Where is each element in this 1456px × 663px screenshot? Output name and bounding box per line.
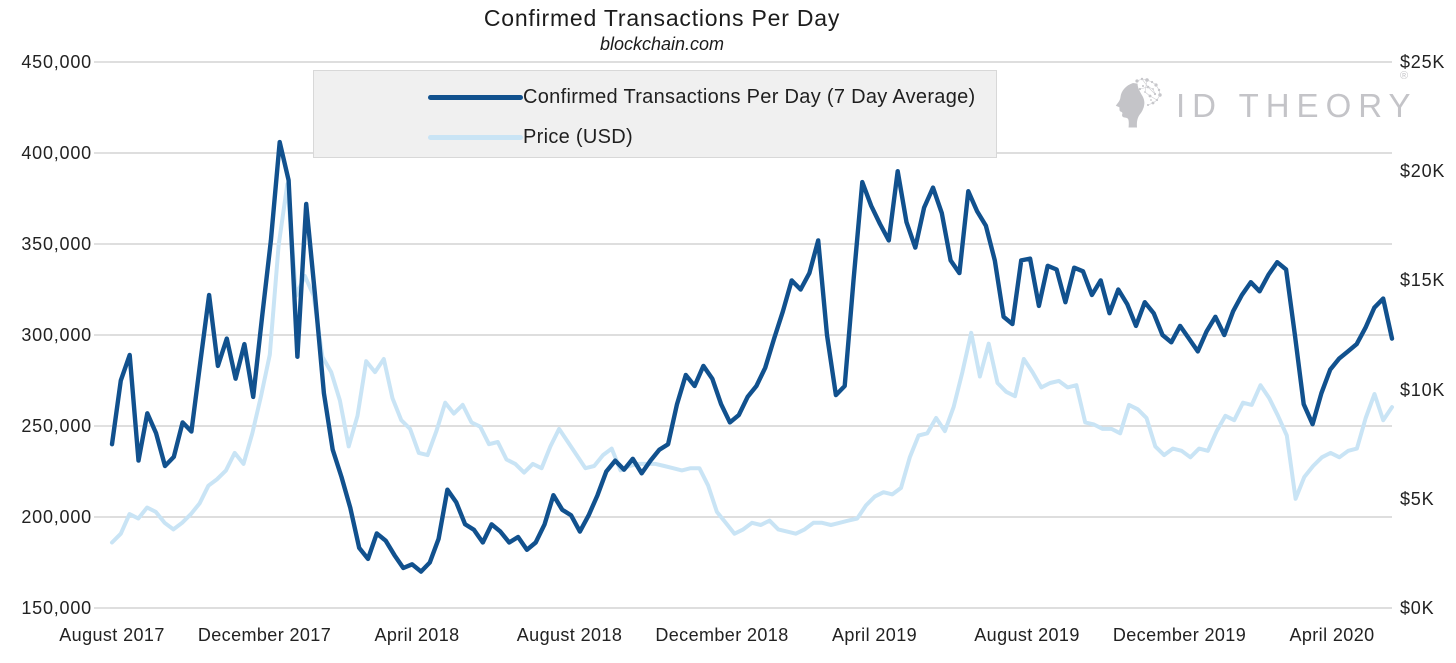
y-axis-right-label: $15K (1400, 270, 1446, 291)
y-axis-left-label: 450,000 (21, 52, 92, 72)
transactions-series-line (109, 139, 1395, 574)
id-theory-logo-icon (1115, 77, 1162, 128)
y-axis-left-label: 350,000 (21, 234, 92, 254)
x-axis-label: August 2019 (974, 625, 1080, 645)
chart-title: Confirmed Transactions Per Day (483, 5, 841, 31)
y-axis-right-label: $10K (1400, 379, 1446, 400)
x-axis-label: December 2018 (655, 625, 789, 645)
y-axis-right-label: $0K (1400, 598, 1435, 618)
legend: Confirmed Transactions Per Day (7 Day Av… (313, 70, 997, 158)
x-axis-label: April 2020 (1289, 625, 1375, 645)
x-axis-label: April 2019 (831, 625, 918, 645)
x-axis-label: August 2017 (59, 625, 165, 645)
chart-subtitle: blockchain.com (599, 34, 725, 54)
legend-row-price: Price (USD) (314, 121, 996, 153)
legend-label-price: Price (USD) (523, 125, 633, 148)
x-axis-label: April 2018 (374, 625, 460, 645)
y-axis-right-label: $20K (1400, 161, 1446, 182)
y-axis-right-label: $25K (1400, 52, 1446, 72)
legend-row-transactions: Confirmed Transactions Per Day (7 Day Av… (314, 81, 996, 113)
legend-swatch-price (428, 134, 523, 140)
y-axis-left-label: 150,000 (21, 598, 92, 618)
id-theory-watermark: ID THEORY (1104, 74, 1418, 138)
y-axis-right-label: $5K (1400, 488, 1435, 509)
y-axis-left-label: 300,000 (21, 325, 92, 345)
y-axis-left-label: 400,000 (21, 143, 92, 163)
x-axis-label: August 2018 (516, 625, 623, 645)
id-theory-logo-text: ID THEORY (1176, 87, 1418, 124)
x-axis-label: December 2017 (197, 625, 332, 645)
x-axis-label: December 2019 (1112, 625, 1247, 645)
registered-trademark-icon: ® (1400, 70, 1409, 82)
y-axis-left-label: 250,000 (21, 416, 92, 436)
y-axis-left-label: 200,000 (21, 507, 92, 527)
legend-swatch-transactions (428, 94, 523, 100)
price-series-line (110, 182, 1394, 545)
legend-label-transactions: Confirmed Transactions Per Day (7 Day Av… (523, 85, 976, 108)
